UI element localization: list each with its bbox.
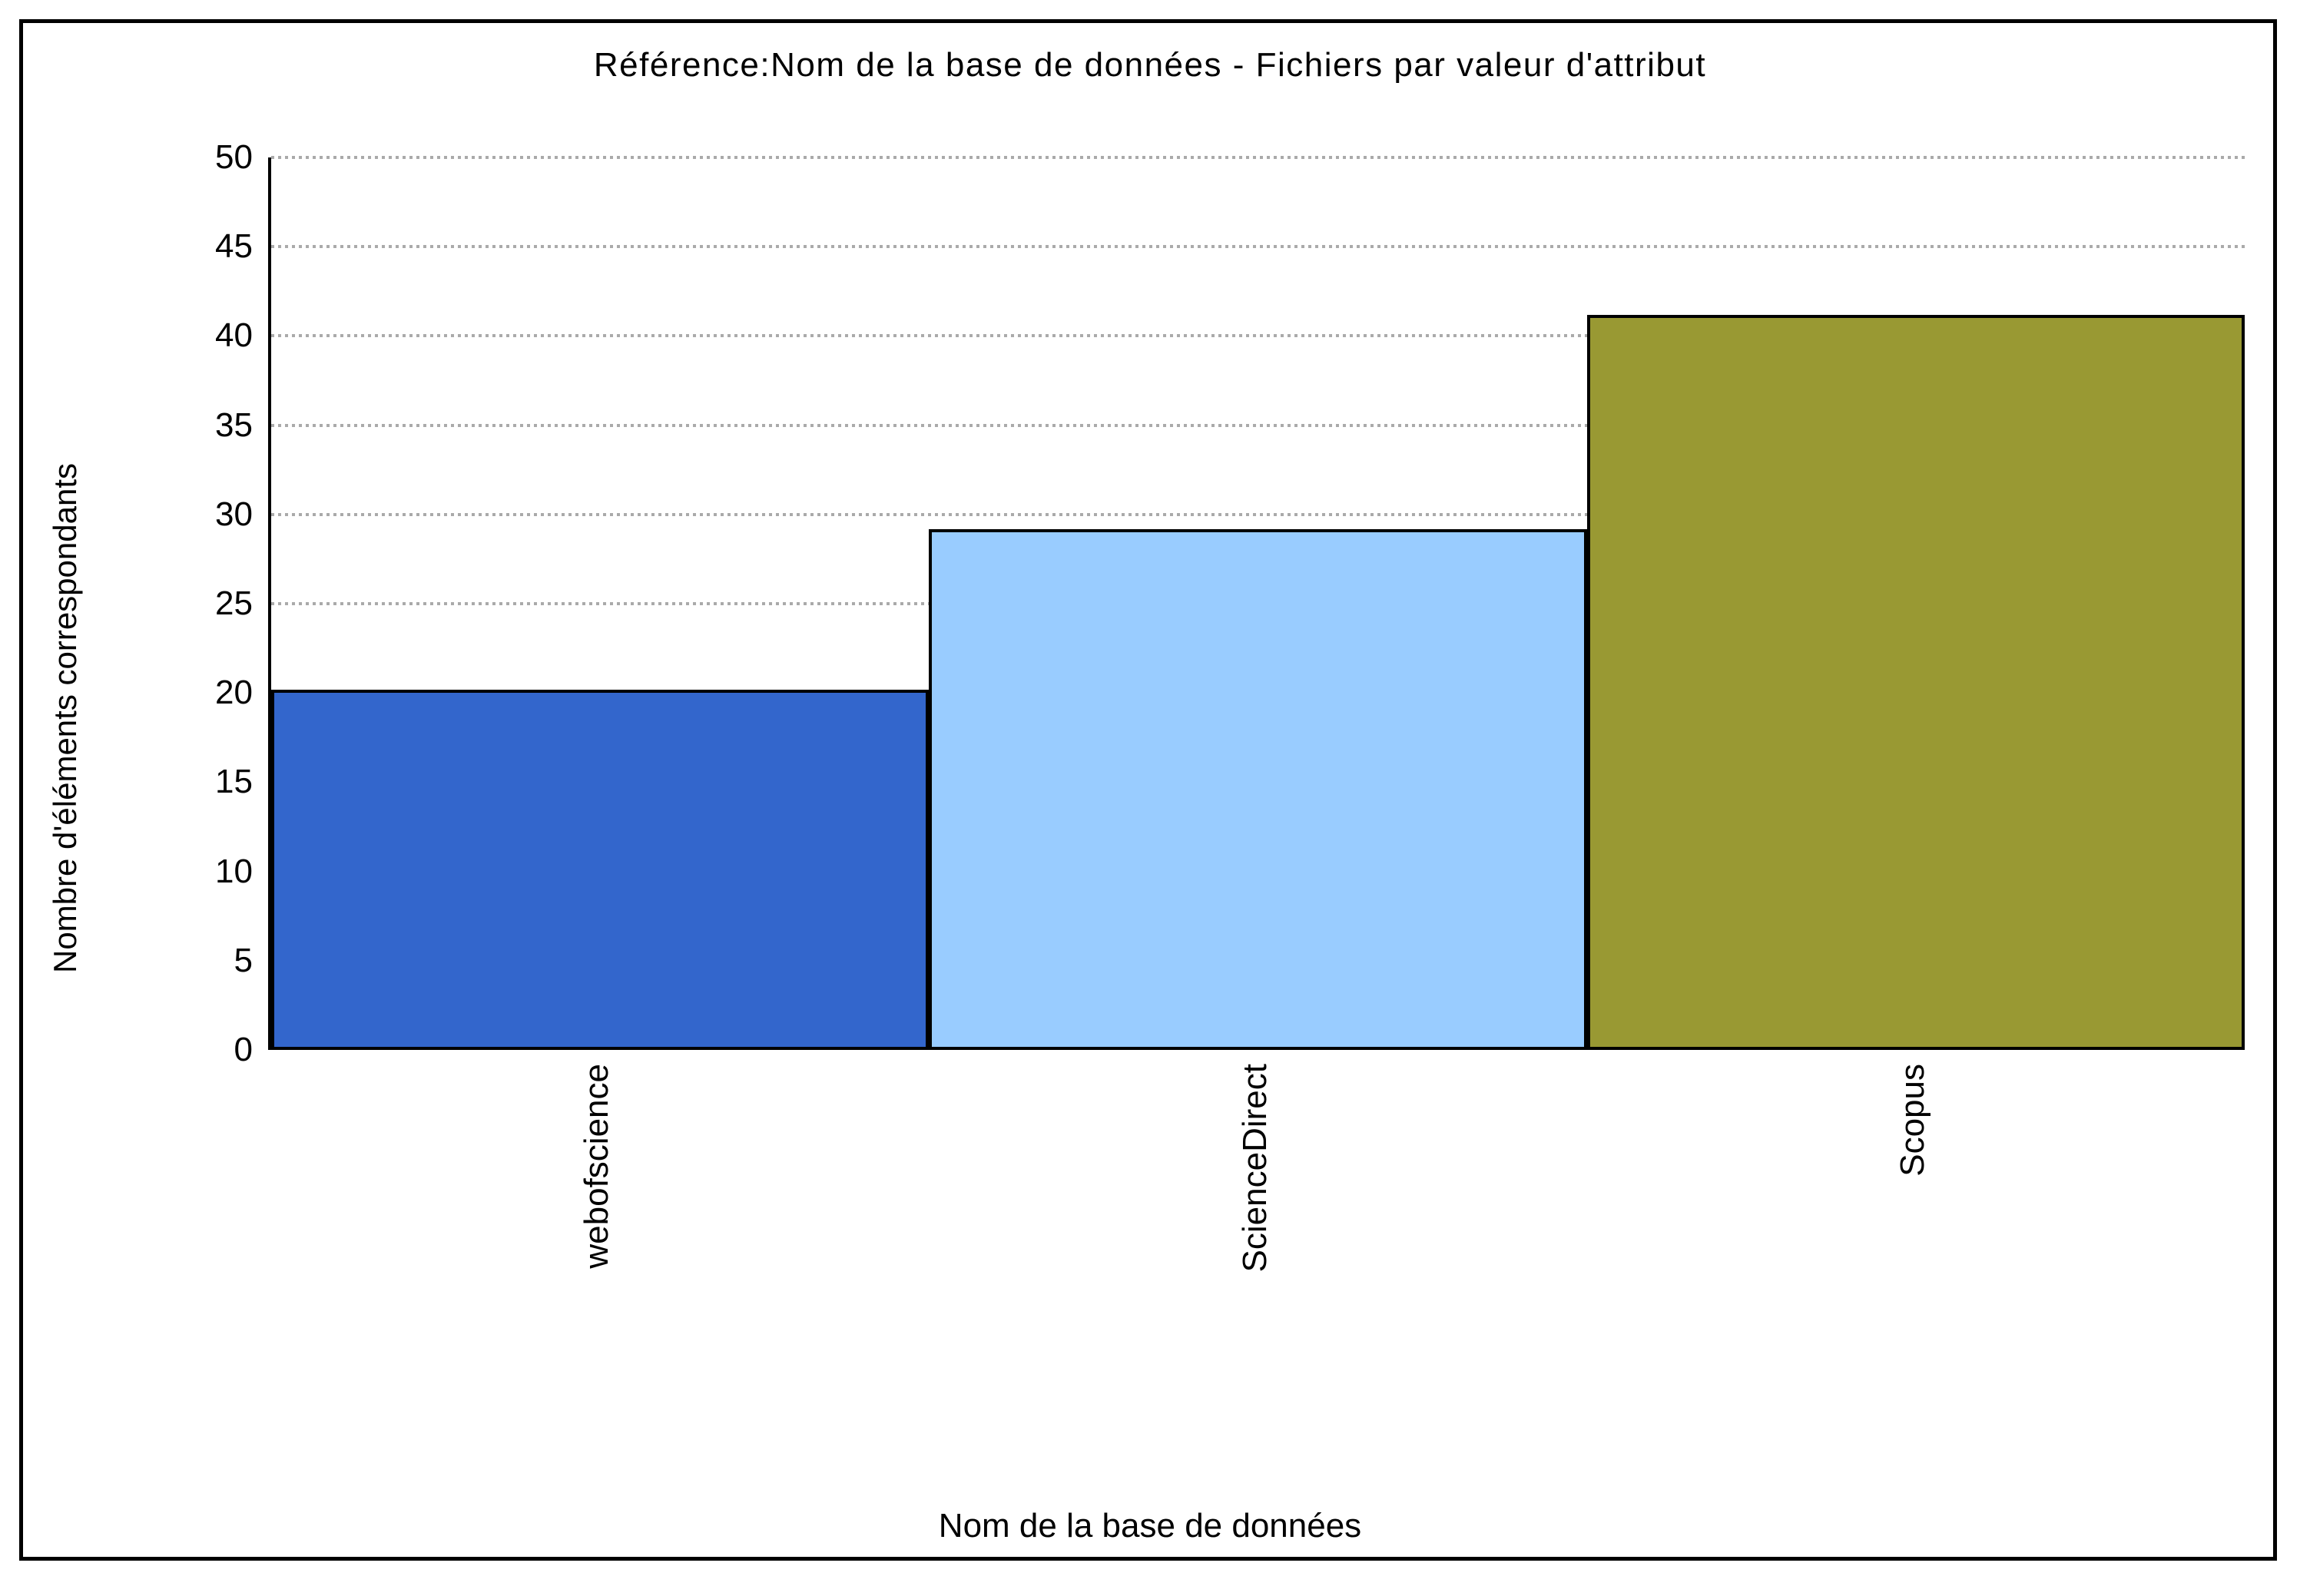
y-tick-label-50: 50 [215,138,253,176]
x-axis-title: Nom de la base de données [938,1507,1362,1545]
gridline-y-30 [271,512,2245,516]
x-category-label-Scopus: Scopus [1893,1064,1931,1177]
gridline-y-40 [271,334,2245,338]
bar-Scopus [1586,315,2245,1050]
y-axis-title: Nombre d'éléments correspondants [47,462,83,974]
y-tick-label-5: 5 [234,941,253,979]
bar-webofscience [271,690,930,1050]
gridline-y-45 [271,245,2245,249]
y-tick-label-30: 30 [215,495,253,533]
bar-ScienceDirect [929,529,1587,1050]
chart-title: Référence:Nom de la base de données - Fi… [593,46,1707,84]
y-tick-label-0: 0 [234,1031,253,1068]
y-tick-label-25: 25 [215,584,253,622]
y-tick-label-40: 40 [215,316,253,355]
y-tick-label-45: 45 [215,227,253,266]
x-category-label-ScienceDirect: ScienceDirect [1235,1064,1274,1273]
y-tick-label-15: 15 [215,763,253,801]
plot-area [268,156,2245,1050]
gridline-y-35 [271,423,2245,427]
x-category-label-webofscience: webofscience [578,1064,616,1269]
gridline-y-50 [271,156,2245,159]
y-tick-label-35: 35 [215,406,253,444]
y-tick-label-10: 10 [215,852,253,890]
y-tick-label-20: 20 [215,674,253,712]
